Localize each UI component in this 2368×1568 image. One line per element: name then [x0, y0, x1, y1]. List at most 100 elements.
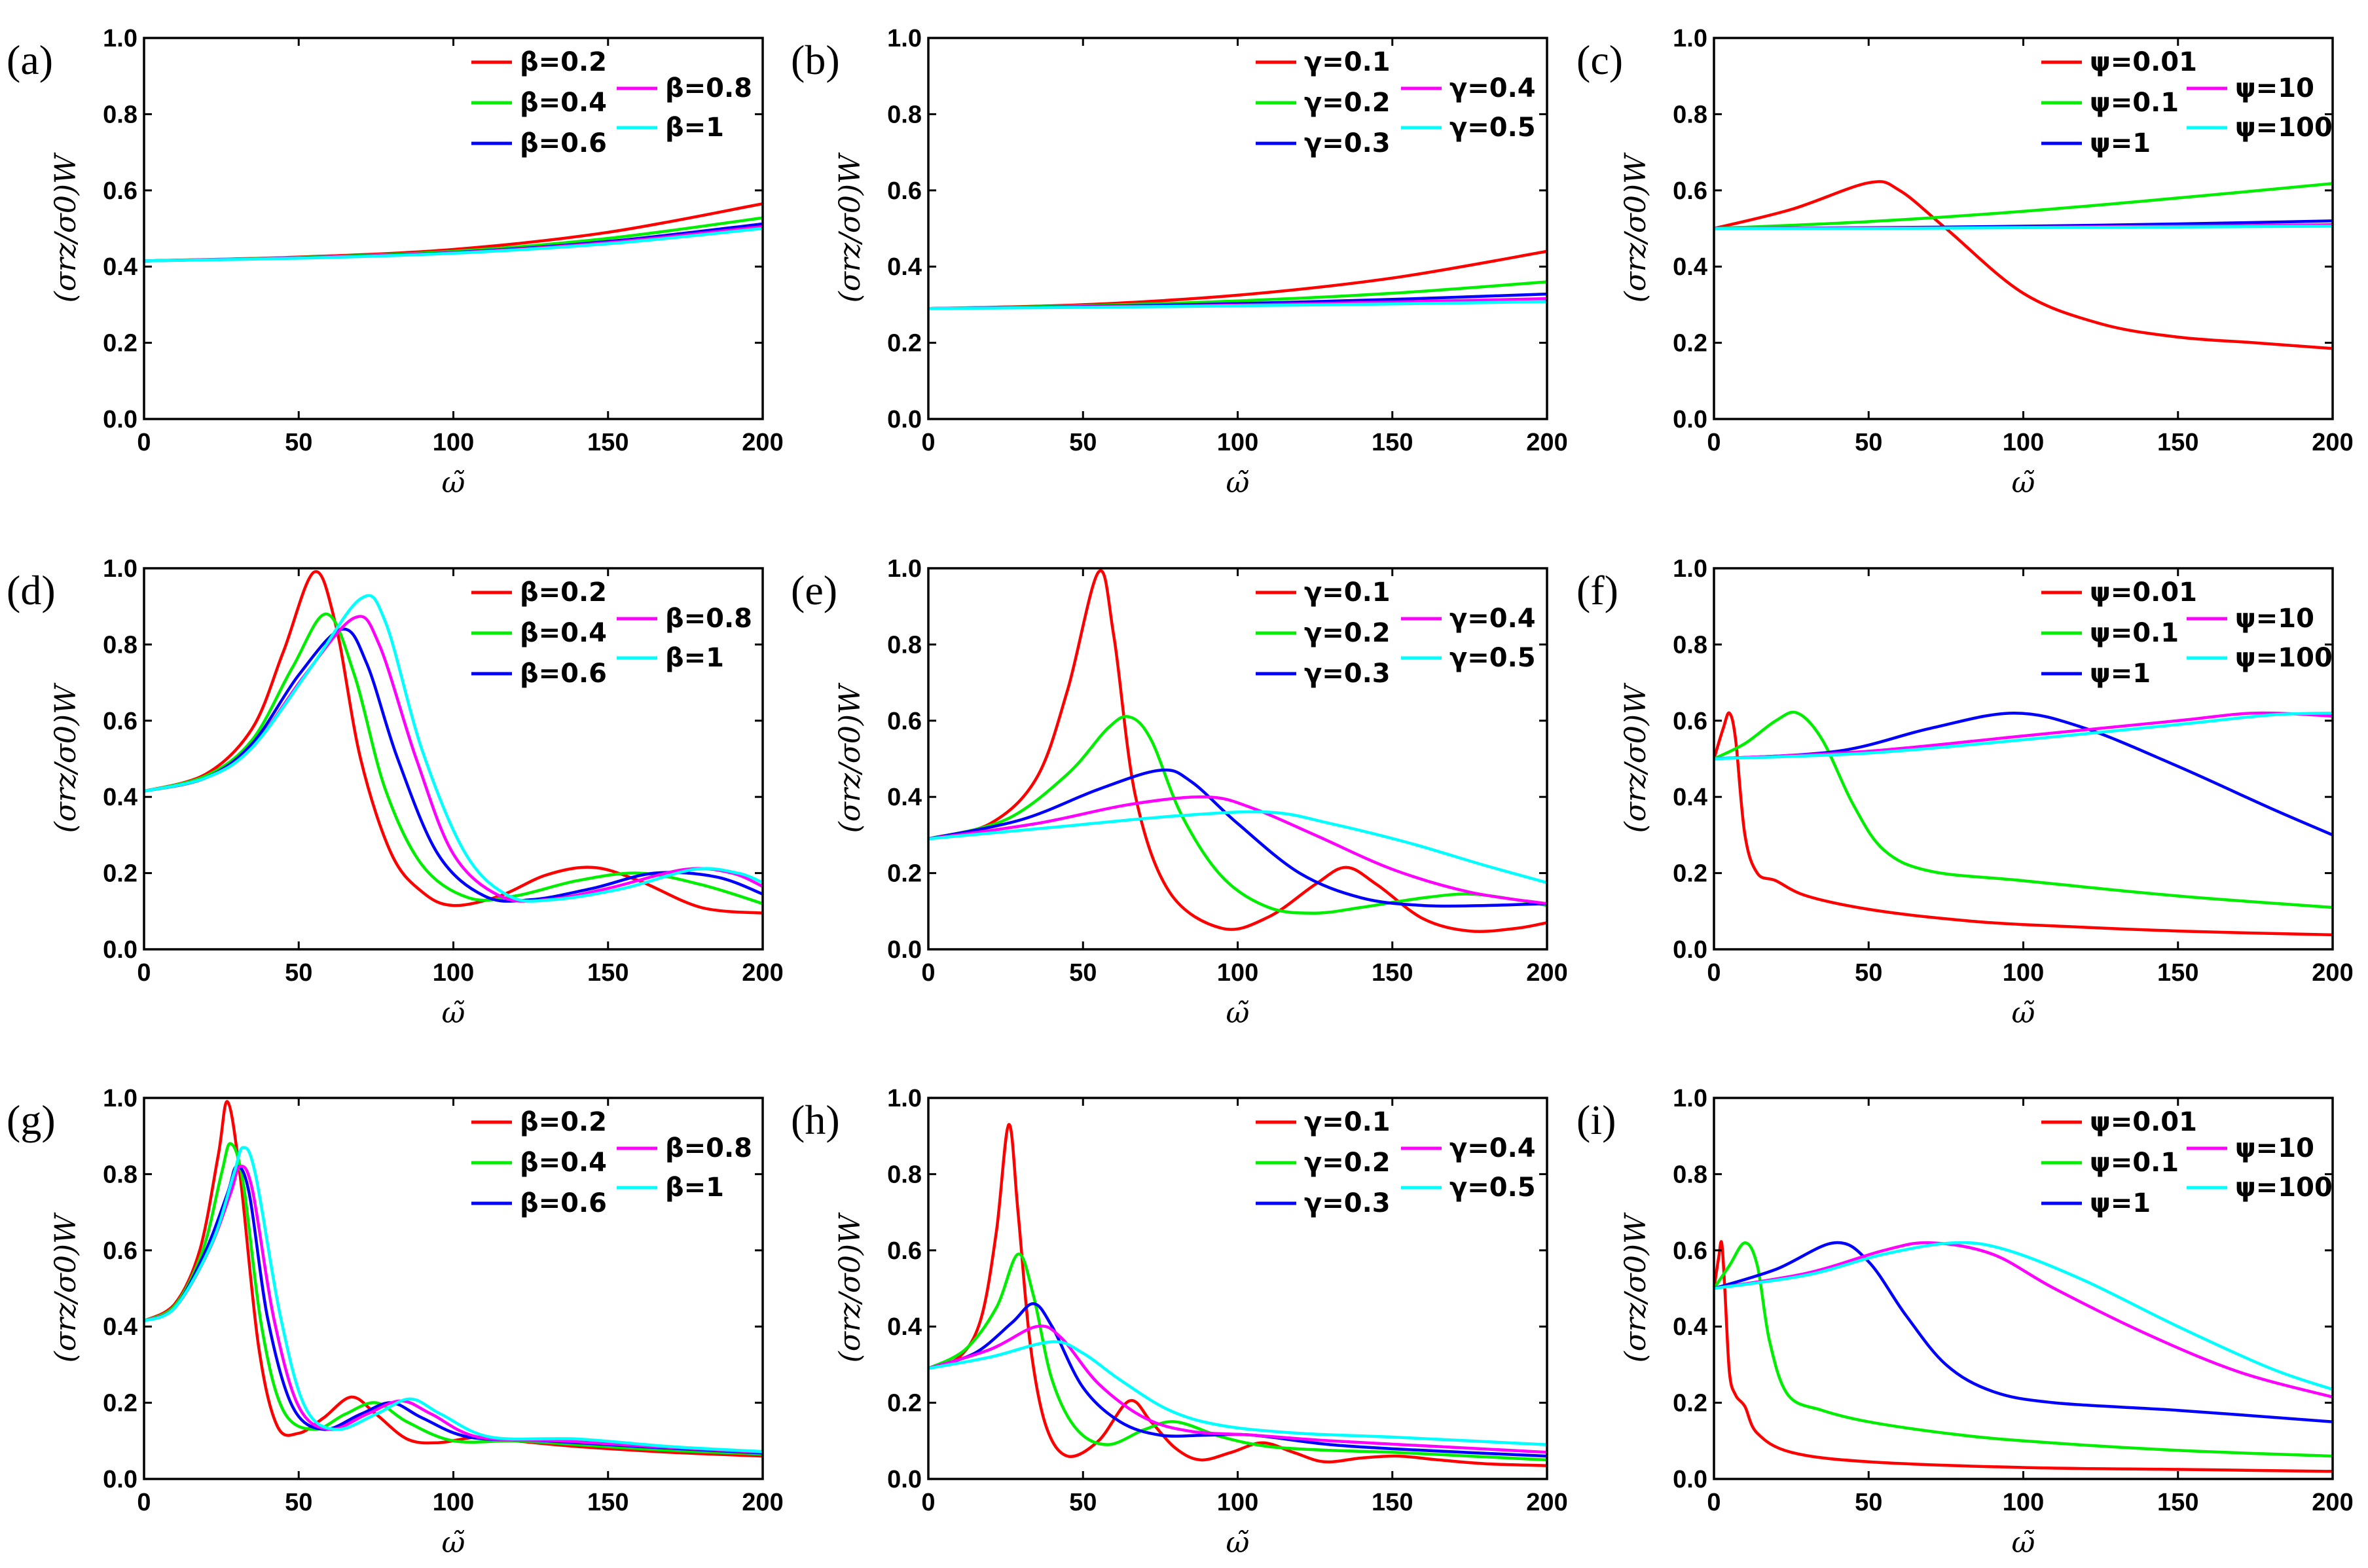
legend-label: ψ=100 — [2235, 1173, 2333, 1203]
y-tick-label: 0.2 — [1673, 860, 1707, 888]
series-lines — [928, 249, 1547, 310]
x-tick-label: 150 — [2157, 429, 2198, 456]
x-tick-label: 150 — [587, 959, 628, 987]
x-tick-label: 100 — [2003, 429, 2044, 456]
x-tick-label: 200 — [1526, 959, 1567, 987]
legend-label: β=1 — [665, 113, 724, 143]
series-line — [1714, 1241, 2333, 1423]
y-tick-label: 0.4 — [103, 253, 137, 281]
series-lines — [928, 1123, 1547, 1467]
y-axis-title: (σrz/σ0)W — [1619, 1212, 1652, 1362]
legend-label: β=0.8 — [665, 73, 752, 103]
x-tick-label: 150 — [1372, 1489, 1413, 1516]
y-tick-label: 0.6 — [887, 708, 922, 735]
legend: γ=0.1 γ=0.2 γ=0.3 γ=0.4 γ=0.5 — [1256, 47, 1536, 158]
y-tick-label: 0.6 — [1673, 177, 1707, 205]
legend-label: β=0.6 — [520, 659, 607, 689]
legend: γ=0.1 γ=0.2 γ=0.3 γ=0.4 γ=0.5 — [1256, 577, 1536, 689]
legend-label: β=0.4 — [520, 1148, 607, 1178]
y-tick-label: 0.8 — [1673, 1161, 1707, 1188]
y-tick-label: 0.8 — [103, 101, 137, 128]
series-line — [1714, 1240, 2333, 1473]
series-line — [928, 1302, 1547, 1458]
series-line — [144, 227, 763, 263]
x-tick-label: 0 — [1707, 1489, 1721, 1516]
legend-label: γ=0.3 — [1304, 1188, 1391, 1218]
x-tick-label: 100 — [1217, 959, 1258, 987]
series-lines — [1714, 180, 2333, 350]
x-tick-label: 50 — [285, 1489, 312, 1516]
legend-label: β=0.2 — [520, 1107, 607, 1137]
chart-panel: 0 50 100 150 200 0.0 0.2 0.4 0.6 0.8 1.0 (e) ω̃ (σrz/… — [791, 555, 1568, 1030]
x-tick-label: 200 — [742, 1489, 783, 1516]
y-tick-label: 0.2 — [103, 1390, 137, 1417]
x-tick-label: 0 — [137, 429, 151, 456]
legend-label: β=0.2 — [520, 577, 607, 608]
y-axis-title: (σrz/σ0)W — [833, 152, 867, 302]
legend: ψ=0.01 ψ=0.1 ψ=1 ψ=10 ψ=100 — [2041, 47, 2333, 158]
y-tick-label: 0.4 — [1673, 784, 1707, 811]
x-tick-label: 100 — [2003, 959, 2044, 987]
series-line — [1714, 711, 2333, 937]
x-tick-label: 150 — [2157, 1489, 2198, 1516]
legend-label: β=0.8 — [665, 1133, 752, 1163]
x-axis-title: ω̃ — [2012, 466, 2035, 500]
legend: β=0.2 β=0.4 β=0.6 β=0.8 β=1 — [471, 577, 752, 689]
legend-label: γ=0.4 — [1449, 73, 1536, 103]
legend-label: ψ=10 — [2235, 604, 2314, 634]
y-tick-label: 0.0 — [103, 936, 137, 964]
legend-label: β=0.6 — [520, 128, 607, 158]
y-tick-label: 1.0 — [887, 25, 922, 52]
x-tick-label: 50 — [1855, 429, 1882, 456]
series-line — [928, 1252, 1547, 1462]
series-line — [928, 768, 1547, 908]
y-tick-label: 1.0 — [1673, 555, 1707, 583]
x-tick-label: 200 — [2312, 1489, 2353, 1516]
y-tick-label: 0.2 — [103, 860, 137, 888]
legend-label: γ=0.1 — [1304, 47, 1391, 77]
x-axis-title: ω̃ — [442, 466, 465, 500]
y-axis-title: (σrz/σ0)W — [833, 682, 867, 833]
legend: ψ=0.01 ψ=0.1 ψ=1 ψ=10 ψ=100 — [2041, 577, 2333, 689]
legend: β=0.2 β=0.4 β=0.6 β=0.8 β=1 — [471, 1107, 752, 1218]
y-axis-title: (σrz/σ0)W — [1619, 682, 1652, 833]
y-tick-label: 0.6 — [887, 177, 922, 205]
y-tick-label: 0.8 — [1673, 631, 1707, 659]
series-line — [928, 300, 1547, 310]
legend-label: ψ=1 — [2090, 659, 2151, 689]
y-tick-label: 0.6 — [103, 1237, 137, 1265]
legend-label: γ=0.5 — [1449, 643, 1536, 673]
x-tick-label: 50 — [1855, 1489, 1882, 1516]
legend-label: β=0.4 — [520, 88, 607, 118]
y-tick-label: 0.0 — [887, 406, 922, 433]
x-tick-label: 200 — [1526, 429, 1567, 456]
legend-label: β=0.8 — [665, 604, 752, 634]
x-tick-label: 150 — [587, 429, 628, 456]
y-tick-label: 0.4 — [1673, 253, 1707, 281]
x-tick-label: 0 — [137, 1489, 151, 1516]
x-axis-title: ω̃ — [1226, 466, 1250, 500]
y-tick-label: 0.8 — [887, 1161, 922, 1188]
y-tick-label: 0.4 — [887, 253, 922, 281]
y-tick-label: 1.0 — [887, 555, 922, 583]
x-tick-label: 0 — [921, 1489, 935, 1516]
y-tick-label: 0.2 — [103, 330, 137, 357]
series-lines — [928, 569, 1547, 934]
panel-label: (e) — [791, 567, 837, 613]
x-tick-label: 50 — [285, 429, 312, 456]
x-tick-label: 150 — [1372, 959, 1413, 987]
series-line — [1714, 1241, 2333, 1391]
y-tick-label: 1.0 — [1673, 25, 1707, 52]
chart-panel: 0 50 100 150 200 0.0 0.2 0.4 0.6 0.8 1.0 (h) ω̃ (σrz/… — [791, 1085, 1568, 1559]
y-tick-label: 0.4 — [887, 784, 922, 811]
x-axis-title: ω̃ — [2012, 1526, 2035, 1559]
legend-label: ψ=10 — [2235, 73, 2314, 103]
legend-label: γ=0.1 — [1304, 1107, 1391, 1137]
legend-label: γ=0.2 — [1304, 88, 1391, 118]
x-tick-label: 50 — [285, 959, 312, 987]
chart-panel: 0 50 100 150 200 0.0 0.2 0.4 0.6 0.8 1.0 (a) ω̃ (σrz/… — [7, 25, 784, 500]
x-tick-label: 150 — [2157, 959, 2198, 987]
series-line — [144, 1165, 763, 1455]
series-lines — [1714, 710, 2333, 937]
legend-label: γ=0.2 — [1304, 618, 1391, 648]
